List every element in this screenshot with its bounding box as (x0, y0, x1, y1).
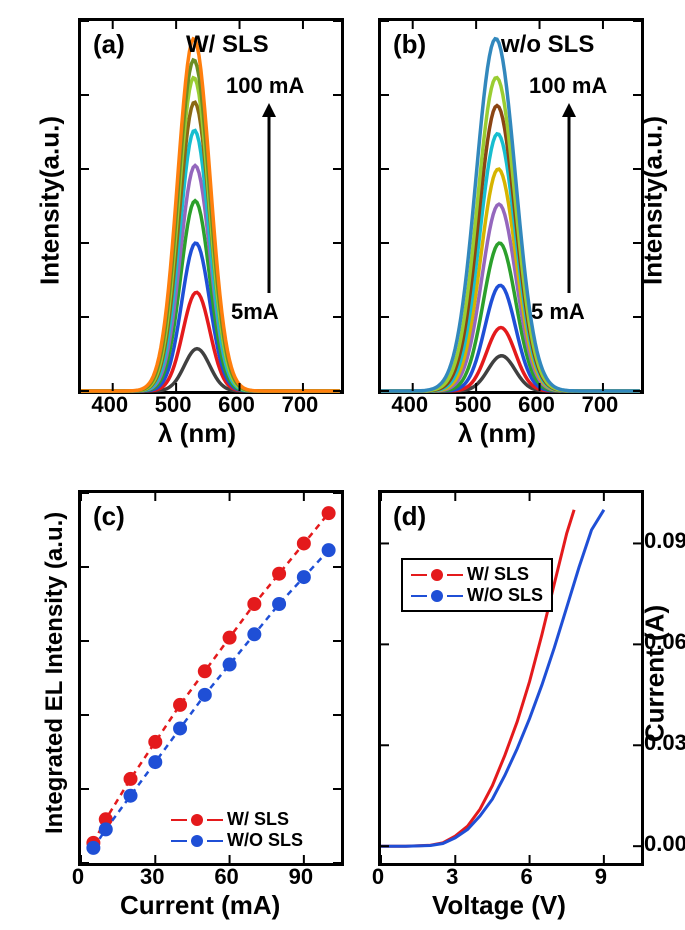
legend-item: W/O SLS (411, 585, 543, 606)
legend-label: W/ SLS (467, 564, 529, 585)
panel-a-xlabel: λ (nm) (158, 418, 236, 449)
panel-c-svg (81, 493, 341, 863)
panel-d-plot: (d) W/ SLSW/O SLS (378, 490, 644, 866)
legend-item: W/ SLS (171, 809, 303, 830)
panel-b-arrow (559, 103, 579, 293)
panel-d-svg (381, 493, 641, 863)
x-tick-label: 3 (437, 864, 467, 890)
x-tick-label: 60 (207, 864, 247, 890)
x-tick-label: 500 (453, 392, 493, 418)
panel-b-title: w/o SLS (501, 31, 594, 59)
x-tick-label: 400 (90, 392, 130, 418)
panel-c-ylabel: Integrated EL Intensity (a.u.) (41, 514, 69, 834)
panel-a-tag: (a) (93, 29, 125, 60)
x-tick-label: 0 (363, 864, 393, 890)
panel-a-title: W/ SLS (186, 31, 269, 59)
panel-d-xlabel: Voltage (V) (432, 890, 566, 921)
panel-a-anno-top: 100 mA (226, 73, 304, 99)
x-tick-label: 700 (280, 392, 320, 418)
panel-b-anno-bot: 5 mA (531, 299, 585, 325)
legend-label: W/O SLS (227, 830, 303, 851)
x-tick-label: 30 (132, 864, 172, 890)
panel-d-tag: (d) (393, 501, 426, 532)
panel-a-ylabel: Intensity(a.u.) (35, 101, 66, 301)
y-tick-label: 0.03 (644, 730, 685, 756)
x-tick-label: 500 (153, 392, 193, 418)
figure-container: (a) W/ SLS 100 mA 5mA Intensity(a.u.) λ … (0, 0, 685, 930)
panel-a-anno-bot: 5mA (231, 299, 279, 325)
panel-b-plot: (b) w/o SLS 100 mA 5 mA (378, 18, 644, 394)
x-tick-label: 600 (517, 392, 557, 418)
panel-d-legend: W/ SLSW/O SLS (401, 558, 553, 612)
legend-item: W/ SLS (411, 564, 543, 585)
x-tick-label: 0 (58, 864, 98, 890)
x-tick-label: 6 (512, 864, 542, 890)
panel-b-anno-top: 100 mA (529, 73, 607, 99)
x-tick-label: 9 (586, 864, 616, 890)
y-tick-label: 0.00 (644, 831, 685, 857)
panel-c-tag: (c) (93, 501, 125, 532)
x-tick-label: 90 (281, 864, 321, 890)
panel-b-tag: (b) (393, 29, 426, 60)
x-tick-label: 600 (217, 392, 257, 418)
x-tick-label: 700 (580, 392, 620, 418)
y-tick-label: 0.09 (644, 528, 685, 554)
panel-b-ylabel: Intensity(a.u.) (638, 101, 669, 301)
panel-b-xlabel: λ (nm) (458, 418, 536, 449)
panel-c-plot: (c) W/ SLSW/O SLS (78, 490, 344, 866)
y-tick-label: 0.06 (644, 629, 685, 655)
panel-c-xlabel: Current (mA) (120, 890, 280, 921)
panel-a-arrow (259, 103, 279, 293)
x-tick-label: 400 (390, 392, 430, 418)
panel-c-legend: W/ SLSW/O SLS (171, 809, 303, 851)
legend-label: W/O SLS (467, 585, 543, 606)
panel-a-plot: (a) W/ SLS 100 mA 5mA (78, 18, 344, 394)
legend-label: W/ SLS (227, 809, 289, 830)
legend-item: W/O SLS (171, 830, 303, 851)
